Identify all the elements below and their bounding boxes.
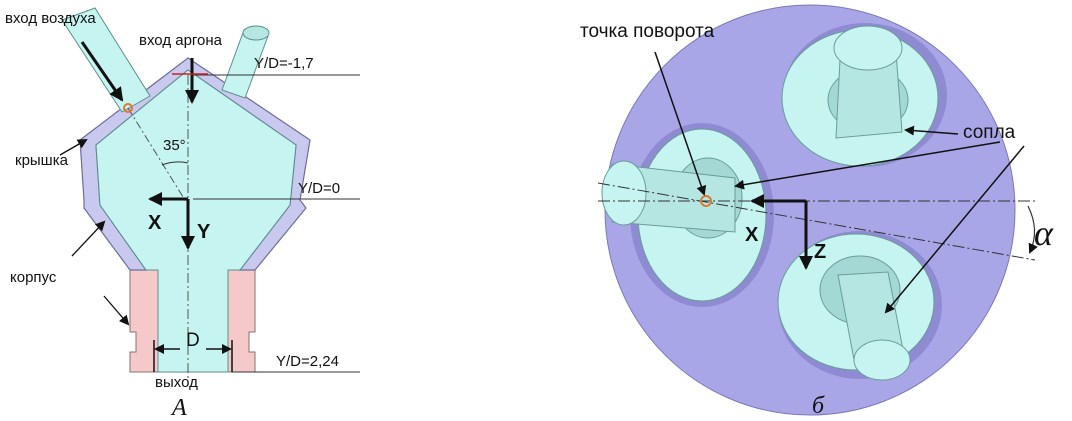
- body-label: корпус: [10, 269, 57, 286]
- pivot-marker: [700, 195, 712, 207]
- argon-inlet-label: вход аргона: [139, 32, 223, 49]
- axis-y-label-a: Y: [197, 221, 211, 243]
- lid-label: крышка: [15, 152, 69, 169]
- axis-z-label-b: Z: [814, 241, 826, 263]
- pivot-point-label: точка поворота: [580, 21, 715, 42]
- level-bottom-label: Y/D=2,24: [276, 353, 339, 370]
- angle-label: 35°: [163, 137, 186, 154]
- air-inlet-pipe: [61, 7, 151, 113]
- axis-x-label-b: X: [745, 224, 759, 246]
- level-top-label: Y/D=-1,7: [254, 55, 314, 72]
- alpha-label: α: [1034, 213, 1054, 253]
- outlet-label: выход: [155, 374, 198, 391]
- caption-a: А: [170, 395, 187, 421]
- panel-a: вход воздуха вход аргона Y/D=-1,7 Y/D=0 …: [5, 7, 360, 421]
- air-inlet-marker: [123, 103, 133, 113]
- caption-b: б: [812, 393, 825, 419]
- fluid-domain: [95, 69, 297, 373]
- air-inlet-label: вход воздуха: [5, 10, 96, 27]
- level-zero-label: Y/D=0: [298, 180, 340, 197]
- nozzles-label: сопла: [963, 122, 1016, 143]
- panel-b: точка поворота сопла X Z α б: [580, 4, 1054, 419]
- diameter-label: D: [186, 330, 200, 351]
- axis-x-label-a: X: [148, 212, 162, 234]
